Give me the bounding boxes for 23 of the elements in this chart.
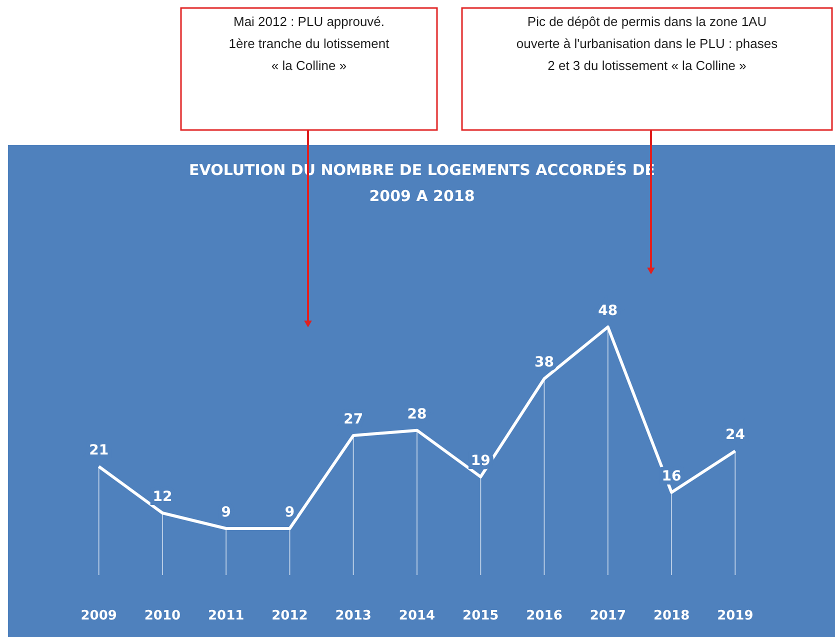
x-tick-label: 2014: [398, 608, 436, 624]
x-tick-label: 2017: [590, 608, 626, 624]
data-label: 48: [598, 303, 618, 319]
data-label: 9: [284, 504, 295, 520]
data-label: 27: [344, 412, 364, 428]
x-tick-label: 2016: [526, 608, 562, 624]
x-tick-label: 2009: [80, 608, 117, 624]
data-label: 9: [221, 504, 231, 520]
x-tick-label: 2012: [272, 608, 308, 624]
x-tick-label: 2015: [462, 608, 499, 624]
text: Mai 2012 : PLU approuvé. 1ère tranche du lotissement « la Colline »: [228, 14, 390, 73]
x-tick-label: 2018: [653, 608, 690, 624]
x-tick-label: 2019: [717, 608, 754, 624]
x-tick-label: 2011: [208, 608, 244, 624]
data-label: 19: [470, 452, 490, 469]
text: Pic de dépôt de permis dans la zone 1AU ouverte à l'urbanisation dans le PLU : phases 2 et 3 du lotissement « la Colline »: [516, 14, 778, 73]
x-tick-label: 2010: [144, 608, 181, 624]
data-label: 28: [407, 406, 427, 422]
data-label: 38: [534, 354, 554, 371]
data-label: 24: [725, 427, 746, 443]
x-tick-label: 2013: [335, 608, 372, 624]
data-label: 21: [89, 442, 109, 458]
data-label: 12: [152, 489, 172, 505]
